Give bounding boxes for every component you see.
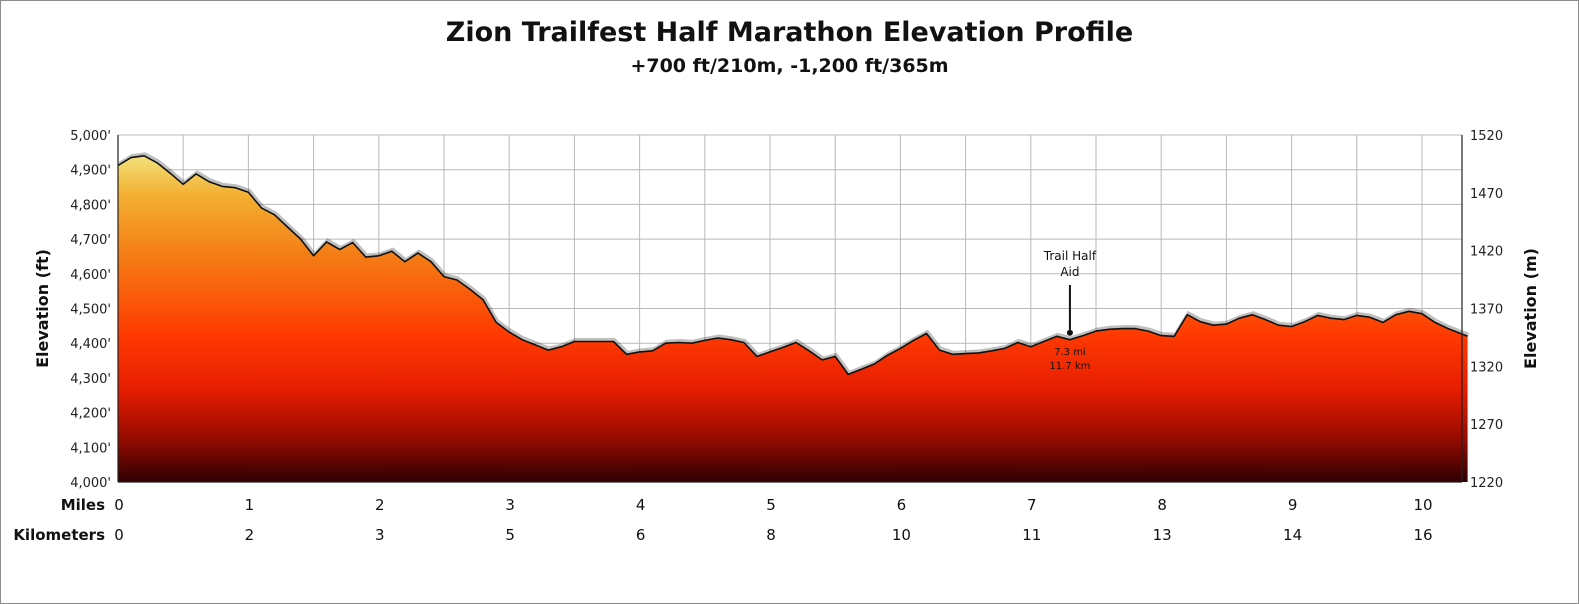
y-tick-label-right: 1370 [1470, 303, 1503, 318]
y-tick-label-left: 4,600' [70, 268, 111, 283]
x-tick-label: 8 [766, 526, 776, 544]
x-tick-label: 2 [245, 526, 255, 544]
x-row-label: Kilometers [13, 526, 105, 544]
annotation-label-km: 11.7 km [1049, 361, 1090, 372]
x-tick-label: 5 [766, 496, 776, 514]
annotation-dot [1066, 329, 1073, 336]
x-tick-label: 6 [897, 496, 907, 514]
x-tick-label: 10 [1413, 496, 1432, 514]
x-tick-label: 13 [1153, 526, 1172, 544]
x-tick-label: 0 [114, 526, 124, 544]
annotation-label-mi: 7.3 mi [1054, 347, 1086, 358]
y-tick-label-left: 4,400' [70, 337, 111, 352]
y-tick-label-left: 4,800' [70, 198, 111, 213]
x-tick-label: 6 [636, 526, 646, 544]
y-tick-label-left: 4,500' [70, 303, 111, 318]
elevation-area-shadow [118, 152, 1470, 375]
aid-station-annotation: Trail Half Aid 7.3 mi 11.7 km [1043, 249, 1097, 372]
y-axis-title-left: Elevation (ft) [33, 249, 52, 368]
y-tick-label-left: 4,100' [70, 441, 111, 456]
y-tick-label-right: 1270 [1470, 418, 1503, 433]
x-tick-label: 16 [1413, 526, 1432, 544]
x-tick-label: 10 [892, 526, 911, 544]
x-row-label: Miles [61, 496, 105, 514]
x-tick-label: 4 [636, 496, 646, 514]
x-tick-label: 11 [1022, 526, 1041, 544]
y-axis-title-right: Elevation (m) [1521, 248, 1540, 369]
annotation-title-line2: Aid [1060, 265, 1079, 279]
y-tick-label-right: 1320 [1470, 360, 1503, 375]
x-tick-label: 0 [114, 496, 124, 514]
x-tick-label: 8 [1157, 496, 1167, 514]
chart-subtitle: +700 ft/210m, -1,200 ft/365m [630, 55, 949, 77]
y-tick-label-left: 4,200' [70, 407, 111, 422]
x-tick-label: 1 [245, 496, 255, 514]
y-tick-label-right: 1470 [1470, 187, 1503, 202]
x-tick-label: 14 [1283, 526, 1302, 544]
y-tick-label-right: 1520 [1470, 129, 1503, 144]
y-tick-label-right: 1420 [1470, 245, 1503, 260]
x-tick-label: 3 [505, 496, 515, 514]
x-tick-label: 3 [375, 526, 385, 544]
y-tick-label-left: 4,000' [70, 476, 111, 491]
tick-labels: 4,000' 4,100' 4,200' 4,300' 4,400' 4,500' 4,60… [13, 129, 1540, 544]
elevation-profile-line [117, 155, 1468, 376]
y-tick-label-left: 4,900' [70, 164, 111, 179]
annotation-title-line1: Trail Half [1043, 249, 1097, 263]
y-tick-label-left: 4,700' [70, 233, 111, 248]
y-tick-label-left: 4,300' [70, 372, 111, 387]
axes [117, 135, 1463, 483]
y-tick-label-right: 1220 [1470, 476, 1503, 491]
x-tick-label: 9 [1288, 496, 1298, 514]
elevation-area [118, 155, 1468, 483]
x-tick-label: 7 [1027, 496, 1037, 514]
y-tick-label-left: 5,000' [70, 129, 111, 144]
x-tick-label: 2 [375, 496, 385, 514]
x-tick-label: 5 [505, 526, 515, 544]
chart-title: Zion Trailfest Half Marathon Elevation P… [445, 17, 1134, 48]
